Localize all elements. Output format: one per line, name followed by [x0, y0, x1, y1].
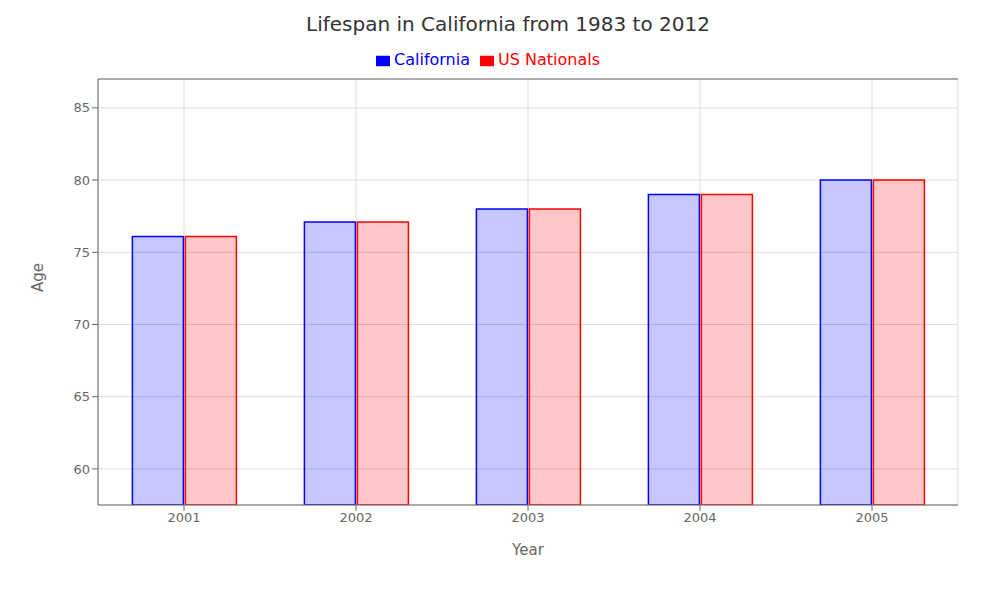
svg-text:75: 75	[73, 245, 90, 260]
svg-text:2002: 2002	[339, 510, 372, 525]
svg-text:2001: 2001	[167, 510, 200, 525]
svg-text:65: 65	[73, 389, 90, 404]
html-text:Lifespan in California from 19: Lifespan in California from 1983 to 2012	[306, 12, 710, 36]
html-text:California: California	[394, 50, 470, 69]
svg-text:2005: 2005	[855, 510, 888, 525]
svg-text:2004: 2004	[683, 510, 716, 525]
html-text:US Nationals: US Nationals	[498, 50, 600, 69]
svg-text:80: 80	[73, 173, 90, 188]
svg-text:85: 85	[73, 100, 90, 115]
svg-text:2003: 2003	[511, 510, 544, 525]
svg-text:60: 60	[73, 462, 90, 477]
svg-text:Year: Year	[511, 541, 545, 559]
svg-text:Age: Age	[29, 263, 47, 292]
svg-text:70: 70	[73, 317, 90, 332]
